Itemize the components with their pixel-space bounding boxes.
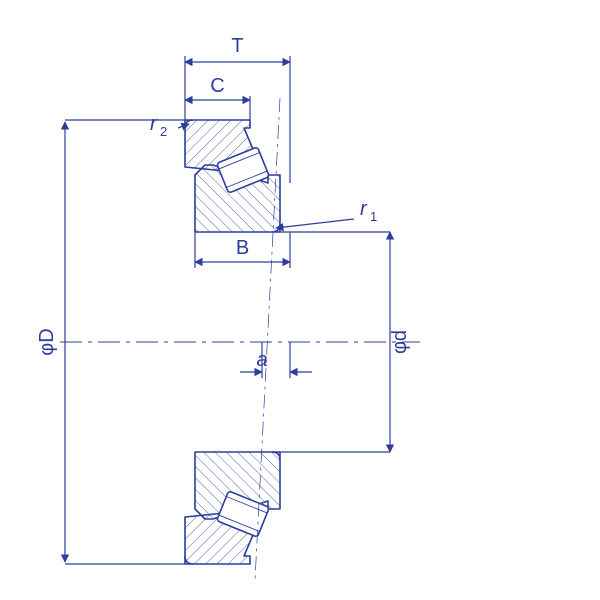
svg-text:B: B (236, 237, 249, 259)
svg-text:C: C (210, 75, 224, 97)
geometry-group (60, 98, 420, 580)
bearing-diagram: TCr2r1BaφdφD (0, 0, 600, 600)
svg-text:1: 1 (370, 209, 377, 224)
svg-text:φD: φD (36, 328, 58, 355)
svg-text:r: r (360, 198, 368, 220)
svg-text:2: 2 (160, 124, 167, 139)
svg-text:r: r (150, 113, 158, 135)
svg-text:φd: φd (389, 330, 411, 354)
svg-text:a: a (256, 349, 267, 371)
svg-text:T: T (231, 35, 243, 57)
